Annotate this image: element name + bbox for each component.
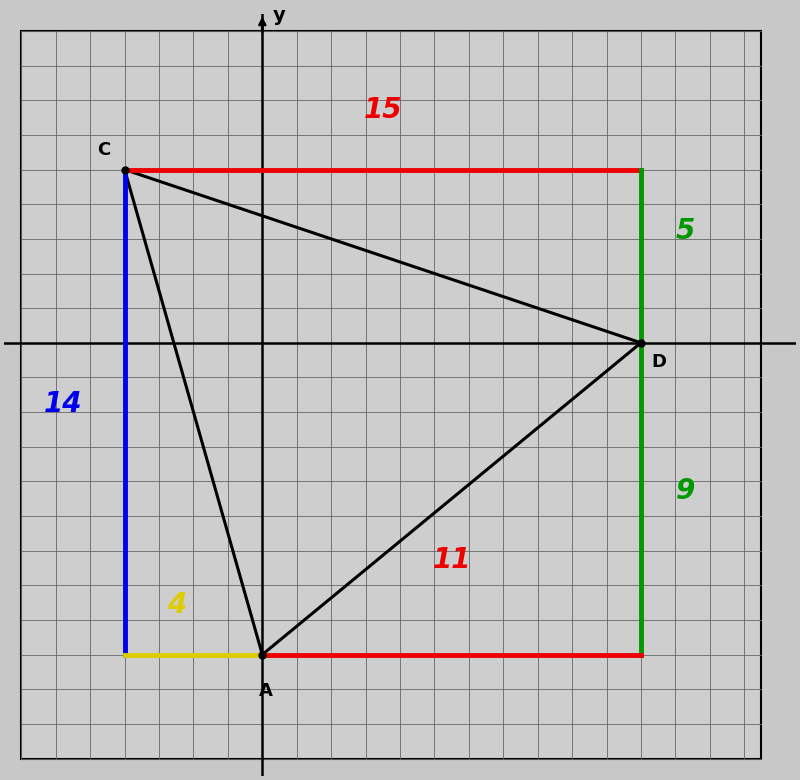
Text: y: y bbox=[273, 5, 286, 25]
Text: 4: 4 bbox=[166, 591, 186, 619]
Text: C: C bbox=[98, 141, 111, 159]
Text: 11: 11 bbox=[432, 546, 471, 574]
Text: 9: 9 bbox=[675, 477, 694, 505]
Text: 15: 15 bbox=[363, 96, 402, 124]
Text: A: A bbox=[259, 682, 273, 700]
Text: D: D bbox=[651, 353, 666, 371]
Text: 5: 5 bbox=[675, 217, 694, 245]
Text: 14: 14 bbox=[43, 390, 82, 418]
